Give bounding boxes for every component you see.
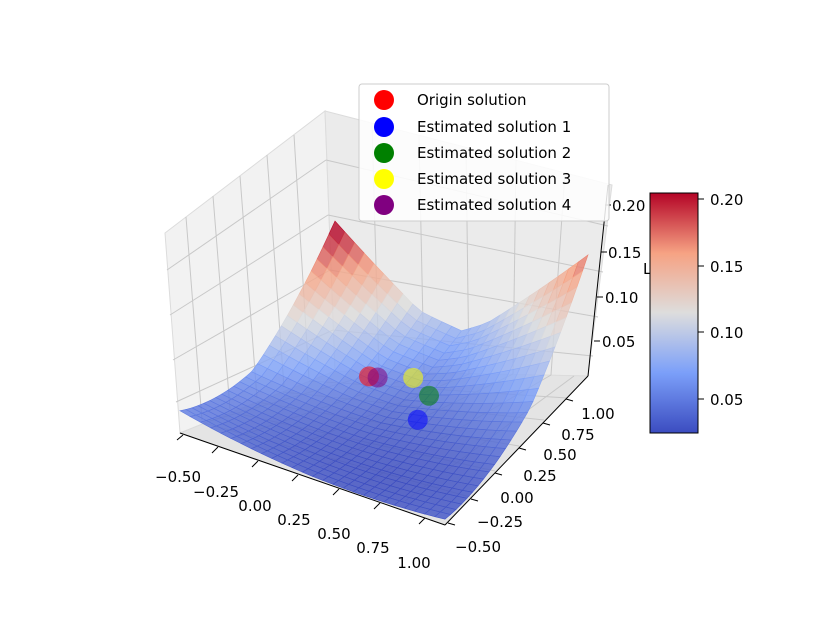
surface-mesh (179, 220, 589, 520)
legend-marker-estimated-4 (374, 195, 394, 215)
y-tick-label: 0.25 (523, 467, 556, 485)
x-tick-label: 0.00 (238, 497, 271, 515)
x-tick-label: −0.25 (193, 483, 239, 501)
colorbar-gradient (649, 192, 699, 434)
x-tick-label: 0.75 (356, 539, 389, 557)
legend-label: Estimated solution 4 (417, 196, 571, 214)
x-tick-marks (176, 434, 426, 525)
y-tick-labels: −0.50 −0.25 0.00 0.25 0.50 0.75 1.00 (455, 405, 615, 556)
z-tick-label: 0.05 (602, 333, 635, 351)
legend-marker-estimated-1 (374, 117, 394, 137)
colorbar-tick-label: 0.10 (710, 324, 743, 342)
legend-marker-estimated-3 (374, 169, 394, 189)
legend-label: Estimated solution 2 (417, 144, 571, 162)
legend: Origin solution Estimated solution 1 Est… (358, 83, 610, 222)
y-tick-label: 0.00 (500, 489, 533, 507)
legend-label: Origin solution (417, 91, 527, 109)
y-tick-label: 1.00 (581, 405, 614, 423)
solution-point-estimated-solution-3 (403, 367, 424, 388)
z-tick-label: 0.20 (612, 197, 645, 215)
colorbar-tick-label: 0.20 (710, 191, 743, 209)
y-tick-label: 0.75 (561, 426, 594, 444)
solution-points (359, 366, 439, 430)
surface-facet (434, 511, 452, 520)
legend-marker-origin (374, 90, 394, 110)
z-tick-label: 0.10 (605, 289, 638, 307)
solution-point-estimated-solution-1 (407, 409, 428, 430)
z-tick-marks (594, 204, 611, 342)
x-tick-label: 1.00 (397, 554, 430, 572)
legend-label: Estimated solution 1 (417, 118, 571, 136)
z-tick-labels: 0.05 0.10 0.15 0.20 L (602, 197, 652, 351)
legend-marker-estimated-2 (374, 143, 394, 163)
colorbar-tick-marks (698, 198, 704, 400)
y-tick-label: −0.25 (477, 513, 523, 531)
y-tick-marks (447, 398, 574, 526)
legend-label: Estimated solution 3 (417, 170, 571, 188)
y-tick-label: −0.50 (455, 538, 501, 556)
z-axis-label: L (643, 260, 652, 278)
x-tick-labels: −0.50 −0.25 0.00 0.25 0.50 0.75 1.00 (155, 468, 431, 572)
colorbar-tick-label: 0.05 (710, 391, 743, 409)
colorbar: 0.05 0.10 0.15 0.20 (649, 191, 743, 434)
solution-point-estimated-solution-2 (419, 385, 439, 406)
y-tick-label: 0.50 (543, 446, 576, 464)
x-tick-label: 0.50 (317, 525, 350, 543)
colorbar-tick-label: 0.15 (710, 258, 743, 276)
x-tick-label: 0.25 (277, 511, 310, 529)
legend-frame (358, 83, 610, 222)
z-tick-label: 0.15 (608, 244, 641, 262)
solution-point-estimated-solution-4 (367, 367, 388, 388)
x-tick-label: −0.50 (155, 468, 201, 486)
